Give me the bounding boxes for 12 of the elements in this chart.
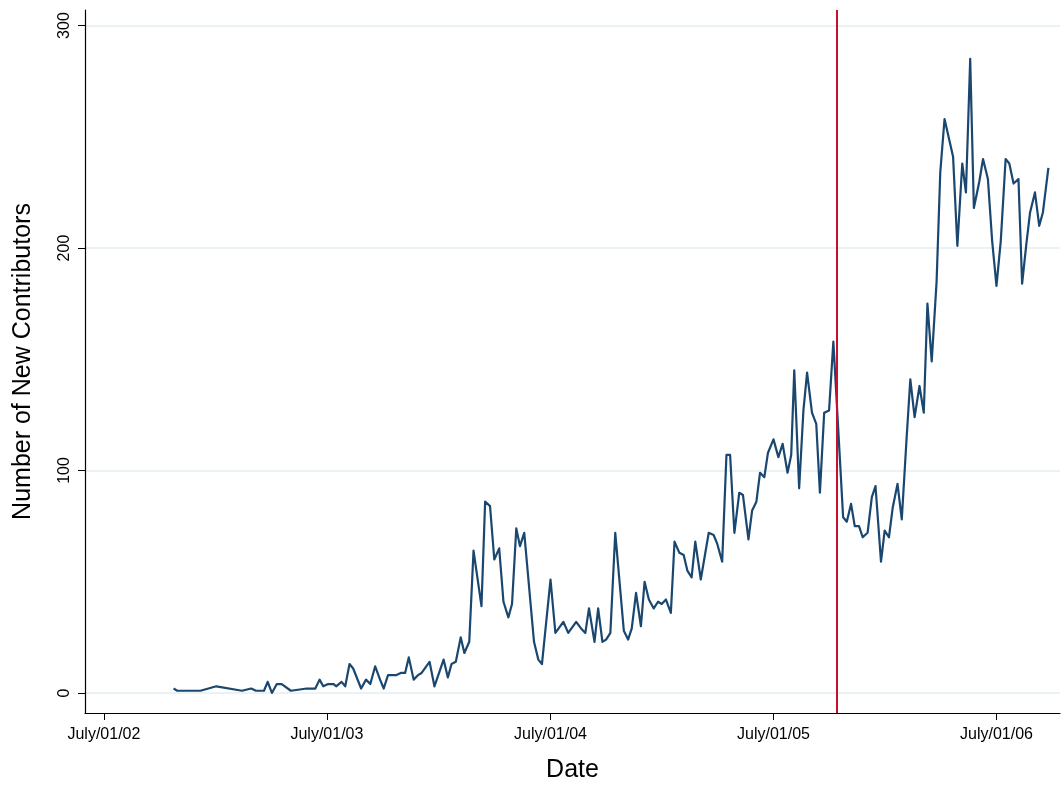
x-tick-label: July/01/04: [514, 724, 588, 742]
y-tick-label: 300: [54, 12, 72, 39]
x-tick-label: July/01/06: [960, 724, 1034, 742]
line-series: [172, 57, 1050, 695]
x-tick-label: July/01/02: [67, 724, 141, 742]
x-tick-label: July/01/03: [290, 724, 364, 742]
x-axis-title: Date: [546, 753, 599, 782]
x-tick-label: July/01/05: [737, 724, 811, 742]
y-tick-label: 0: [54, 688, 72, 698]
y-tick-label: 200: [54, 234, 72, 262]
y-axis-title: Number of New Contributors: [6, 203, 35, 520]
y-tick-label: 100: [54, 457, 72, 484]
